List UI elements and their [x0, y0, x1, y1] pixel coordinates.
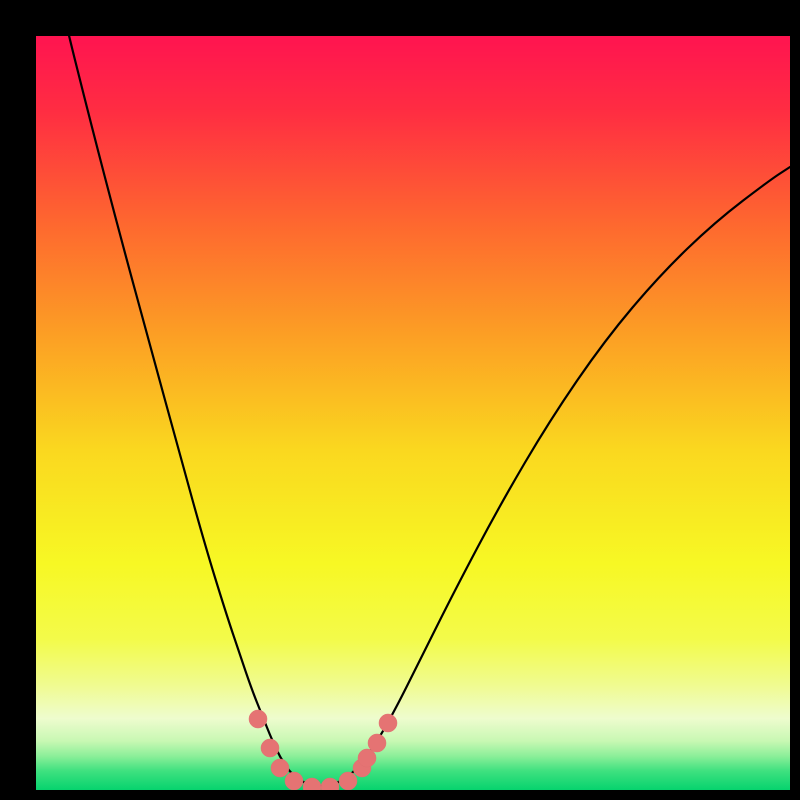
- curve-marker: [285, 772, 303, 790]
- curve-marker: [261, 739, 279, 757]
- curve-marker: [321, 778, 339, 796]
- gradient-background: [36, 36, 790, 790]
- curve-marker: [368, 734, 386, 752]
- curve-marker: [271, 759, 289, 777]
- plot-area: [0, 0, 800, 800]
- curve-marker: [379, 714, 397, 732]
- curve-marker: [249, 710, 267, 728]
- plot-svg: [0, 0, 800, 800]
- curve-marker: [339, 772, 357, 790]
- curve-marker: [358, 749, 376, 767]
- curve-marker: [303, 778, 321, 796]
